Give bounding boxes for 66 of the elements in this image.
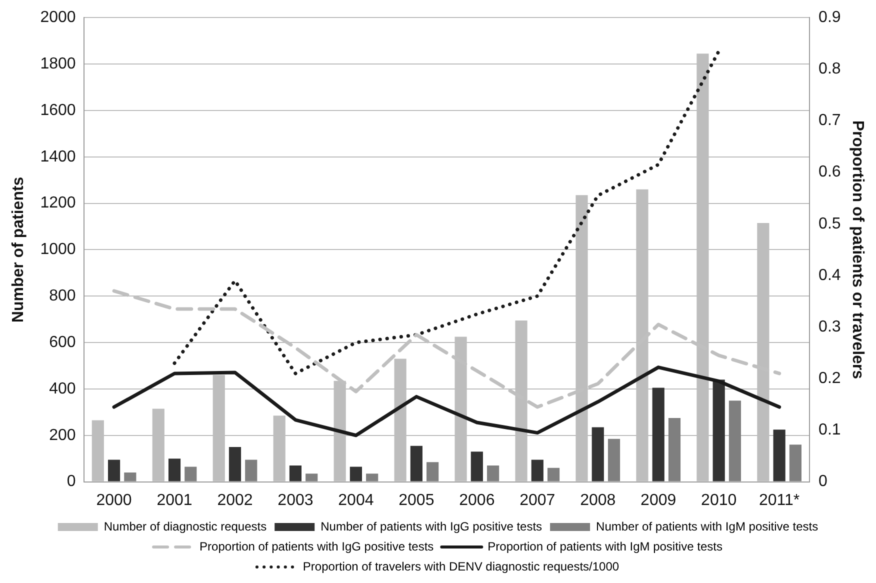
y-tick-label: 1800 bbox=[40, 55, 76, 72]
bar bbox=[350, 466, 362, 482]
x-tick-label: 2005 bbox=[398, 492, 434, 509]
bar bbox=[426, 462, 439, 482]
bar bbox=[184, 466, 197, 482]
x-tick-label: 2000 bbox=[96, 492, 132, 509]
bar bbox=[789, 444, 802, 482]
y2-tick-label: 0 bbox=[818, 473, 828, 490]
y-tick-label: 1000 bbox=[40, 241, 76, 258]
bar bbox=[773, 430, 786, 482]
bar bbox=[228, 446, 242, 482]
bar bbox=[668, 418, 681, 482]
x-tick-label: 2004 bbox=[338, 492, 374, 509]
y-tick-label: 600 bbox=[49, 334, 76, 351]
bar bbox=[486, 466, 500, 482]
bar bbox=[652, 388, 664, 482]
bar bbox=[712, 380, 725, 482]
bar bbox=[168, 458, 181, 482]
bar bbox=[728, 400, 742, 482]
bar bbox=[366, 474, 378, 482]
legend-label: Proportion of patients with IgM positive tests bbox=[488, 539, 722, 554]
bar bbox=[410, 446, 422, 482]
bar bbox=[108, 460, 120, 482]
x-tick-label: 2010 bbox=[701, 492, 737, 509]
x-tick-label: 2002 bbox=[217, 492, 253, 509]
bar bbox=[592, 427, 604, 482]
y-tick-label: 2000 bbox=[40, 9, 76, 26]
x-tick-label: 2008 bbox=[580, 492, 616, 509]
y2-tick-label: 0.9 bbox=[818, 9, 841, 26]
legend-label: Number of patients with IgM positive tests bbox=[596, 519, 818, 534]
y2-tick-label: 0.7 bbox=[818, 112, 841, 130]
legend-label: Number of diagnostic requests bbox=[104, 519, 267, 534]
y2-tick-label: 0.3 bbox=[818, 318, 841, 336]
y2-tick-label: 0.2 bbox=[818, 370, 841, 388]
legend-label: Proportion of patients with IgG positive tests bbox=[200, 539, 434, 554]
y2-tick-label: 0.8 bbox=[818, 60, 841, 78]
bar bbox=[245, 460, 258, 482]
bar bbox=[306, 474, 318, 482]
y2-tick-label: 0.6 bbox=[818, 164, 841, 181]
bar bbox=[608, 438, 620, 482]
x-tick-label: 2003 bbox=[278, 492, 314, 509]
y-tick-label: 1200 bbox=[40, 194, 76, 212]
y2-tick-label: 0.4 bbox=[818, 266, 841, 284]
y-tick-label: 400 bbox=[49, 380, 76, 398]
bar bbox=[531, 460, 544, 482]
bar bbox=[289, 466, 302, 482]
y-tick-label: 800 bbox=[49, 288, 76, 305]
bar bbox=[124, 472, 136, 482]
y2-tick-label: 0.5 bbox=[818, 215, 841, 232]
line-series bbox=[172, 49, 721, 376]
x-tick-label: 2006 bbox=[459, 492, 495, 509]
x-tick-label: 2011* bbox=[758, 492, 800, 509]
x-tick-label: 2007 bbox=[520, 492, 556, 509]
y-tick-label: 0 bbox=[66, 473, 76, 490]
y2-axis-title: Proportion of patients or travelers bbox=[848, 120, 866, 380]
x-tick-label: 2009 bbox=[640, 492, 676, 509]
y-tick-label: 200 bbox=[49, 426, 76, 444]
legend-label: Number of patients with IgG positive tests bbox=[320, 519, 542, 534]
y-axis-title: Number of patients bbox=[10, 176, 28, 323]
legend-label: Proportion of travelers with DENV diagnostic requests/1000 bbox=[302, 559, 620, 574]
bar bbox=[470, 452, 483, 482]
y-tick-label: 1400 bbox=[40, 148, 76, 166]
y-tick-label: 1600 bbox=[40, 102, 76, 119]
bar bbox=[547, 468, 560, 482]
y2-tick-label: 0.1 bbox=[818, 422, 841, 439]
x-tick-label: 2001 bbox=[156, 492, 192, 509]
